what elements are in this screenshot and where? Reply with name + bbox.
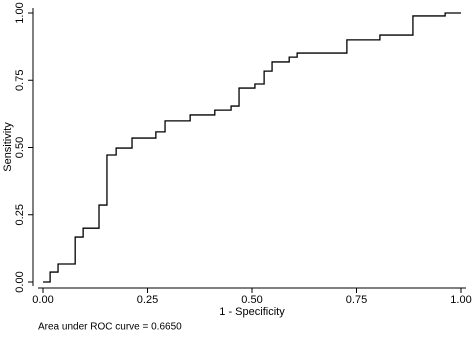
roc-curve (43, 12, 461, 283)
y-tick-label: 0.25 (14, 204, 26, 225)
y-tick-label: 0.00 (14, 271, 26, 292)
x-tick-label: 0.50 (241, 294, 262, 306)
y-tick-label: 1.00 (14, 2, 26, 23)
y-axis-title: Sensitivity (2, 122, 14, 172)
x-axis-title: 1 - Specificity (219, 306, 285, 318)
x-tick-label: 0.75 (346, 294, 367, 306)
note: Area under ROC curve = 0.6650 (38, 322, 182, 333)
y-tick-label: 0.50 (14, 137, 26, 158)
x-tick-label: 0.25 (137, 294, 158, 306)
x-tick-label: 0.00 (32, 294, 53, 306)
x-tick-label: 1.00 (450, 294, 471, 306)
y-tick-label: 0.75 (14, 70, 26, 91)
